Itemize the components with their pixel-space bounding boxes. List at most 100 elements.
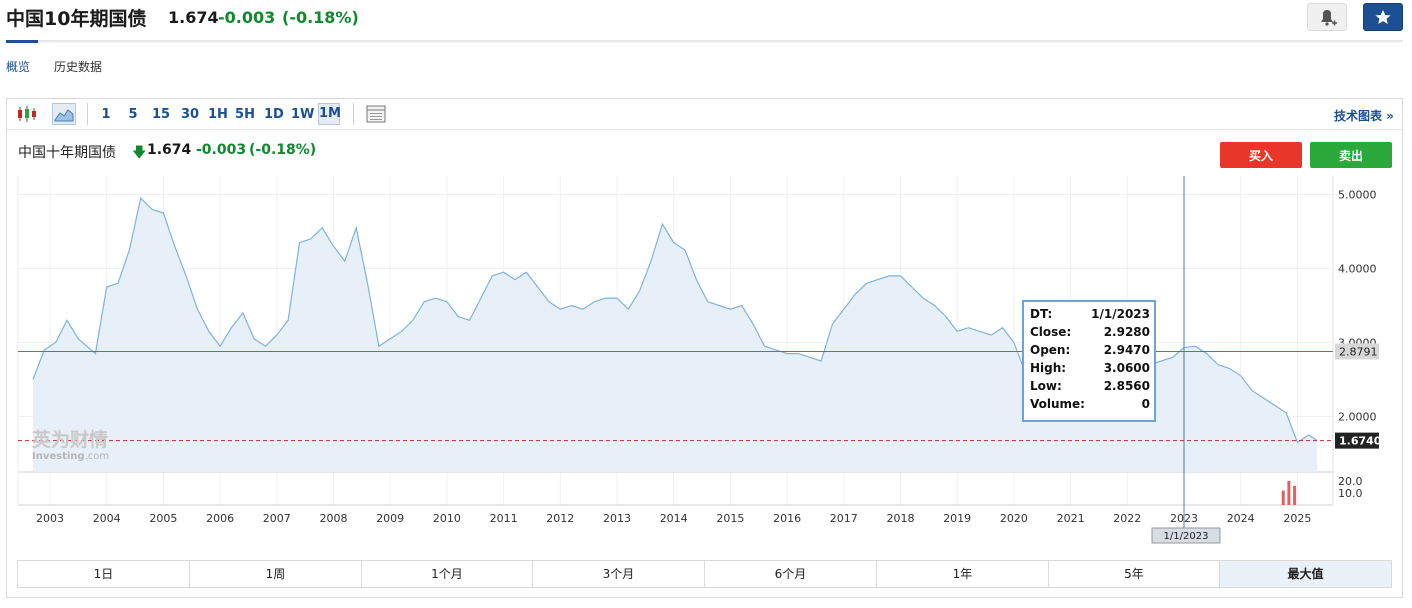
tooltip-key: Open: bbox=[1030, 343, 1071, 357]
volume-bar bbox=[1281, 490, 1285, 505]
tooltip-value: 0 bbox=[1141, 397, 1150, 411]
x-tick-label: 2005 bbox=[149, 512, 177, 525]
y-tick-label: 4.0000 bbox=[1338, 263, 1377, 276]
x-tick-label: 2018 bbox=[887, 512, 915, 525]
investing-watermark: 英为财情 Investing.com bbox=[32, 428, 109, 462]
x-tick-label: 2008 bbox=[320, 512, 348, 525]
area-chart-button[interactable] bbox=[52, 103, 76, 125]
watermark-cn: 英为财情 bbox=[32, 428, 108, 451]
tooltip-row: Open: 2.9470 bbox=[1030, 343, 1150, 361]
interval-1w[interactable]: 1W bbox=[291, 107, 315, 122]
interval-30[interactable]: 30 bbox=[180, 107, 200, 122]
x-tick-label: 2013 bbox=[603, 512, 631, 525]
tooltip-key: Close: bbox=[1030, 325, 1072, 339]
x-tick-label: 2014 bbox=[660, 512, 688, 525]
interval-5[interactable]: 5 bbox=[128, 107, 138, 122]
header-change: -0.003 bbox=[218, 8, 276, 27]
page-title: 中国10年期国债 bbox=[6, 8, 147, 30]
tooltip-value: 2.9280 bbox=[1103, 325, 1150, 339]
table-icon[interactable] bbox=[365, 104, 387, 124]
x-tick-label: 2022 bbox=[1113, 512, 1141, 525]
x-tick-label: 2021 bbox=[1057, 512, 1085, 525]
ohlc-tooltip: DT: 1/1/2023 Close: 2.9280 Open: 2.9470 Hig… bbox=[1022, 300, 1156, 422]
range-5y[interactable]: 5年 bbox=[1049, 561, 1220, 587]
interval-1m[interactable]: 1M bbox=[318, 103, 341, 125]
range-3m[interactable]: 3个月 bbox=[533, 561, 705, 587]
x-tick-label: 2009 bbox=[376, 512, 404, 525]
crosshair-y-label: 2.8791 bbox=[1339, 345, 1378, 358]
volume-bars bbox=[1281, 481, 1297, 505]
sell-button[interactable]: 卖出 bbox=[1310, 142, 1392, 168]
x-tick-label: 2015 bbox=[716, 512, 744, 525]
price-area bbox=[33, 198, 1318, 472]
watermark-en: Investing.com bbox=[32, 451, 109, 462]
tooltip-key: High: bbox=[1030, 361, 1067, 375]
interval-1d[interactable]: 1D bbox=[264, 107, 284, 122]
crosshair-x-tag bbox=[1151, 527, 1221, 544]
x-tick-label: 2016 bbox=[773, 512, 801, 525]
header-change-pct: (-0.18%) bbox=[282, 8, 359, 27]
header-price: 1.674 bbox=[168, 8, 219, 27]
volume-tick-label: 10.0 bbox=[1338, 487, 1363, 500]
x-tick-label: 2004 bbox=[93, 512, 121, 525]
candlestick-icon[interactable] bbox=[16, 104, 38, 124]
time-range-selector: 1日 1周 1个月 3个月 6个月 1年 5年 最大值 bbox=[17, 560, 1392, 588]
header-divider bbox=[6, 40, 1403, 43]
toolbar-divider bbox=[7, 129, 1402, 130]
x-tick-label: 2012 bbox=[546, 512, 574, 525]
interval-1[interactable]: 1 bbox=[101, 107, 111, 122]
tooltip-value: 3.0600 bbox=[1103, 361, 1150, 375]
star-icon bbox=[1375, 10, 1391, 24]
x-tick-label: 2017 bbox=[830, 512, 858, 525]
range-1y[interactable]: 1年 bbox=[877, 561, 1049, 587]
range-1w[interactable]: 1周 bbox=[190, 561, 362, 587]
advanced-chart-link[interactable]: 技术图表 » bbox=[1334, 109, 1394, 123]
interval-5h[interactable]: 5H bbox=[235, 107, 255, 122]
tooltip-row: High: 3.0600 bbox=[1030, 361, 1150, 379]
instrument-change: -0.003 bbox=[196, 142, 247, 158]
watermark-en-name: Investing bbox=[32, 451, 85, 462]
x-tick-label: 2024 bbox=[1227, 512, 1255, 525]
tooltip-value: 2.9470 bbox=[1103, 343, 1150, 357]
y-tick-label: 2.0000 bbox=[1338, 411, 1377, 424]
interval-1h[interactable]: 1H bbox=[208, 107, 228, 122]
x-tick-label: 2019 bbox=[943, 512, 971, 525]
x-tick-label: 2007 bbox=[263, 512, 291, 525]
instrument-price: 1.674 bbox=[147, 142, 192, 158]
range-1d[interactable]: 1日 bbox=[18, 561, 190, 587]
last-price-tag bbox=[1335, 432, 1379, 449]
volume-bar bbox=[1287, 481, 1291, 505]
x-tick-label: 2011 bbox=[490, 512, 518, 525]
tab-history[interactable]: 历史数据 bbox=[54, 60, 103, 74]
buy-button[interactable]: 买入 bbox=[1220, 142, 1302, 168]
volume-bar bbox=[1293, 485, 1297, 505]
y-tick-label: 5.0000 bbox=[1338, 189, 1377, 202]
last-price-label: 1.6740 bbox=[1339, 435, 1382, 448]
tooltip-key: Low: bbox=[1030, 379, 1062, 393]
tab-overview[interactable]: 概览 bbox=[6, 60, 31, 74]
toolbar-separator bbox=[353, 103, 354, 125]
instrument-change-pct: (-0.18%) bbox=[249, 142, 317, 158]
tooltip-key: Volume: bbox=[1030, 397, 1085, 411]
range-1m[interactable]: 1个月 bbox=[362, 561, 533, 587]
down-arrow-icon: 🡇 bbox=[132, 145, 147, 161]
tooltip-row: DT: 1/1/2023 bbox=[1030, 307, 1150, 325]
tooltip-key: DT: bbox=[1030, 307, 1053, 321]
quote-header: 中国10年期国债 1.674 -0.003 (-0.18%) bbox=[0, 0, 1412, 40]
area-chart-icon bbox=[54, 109, 74, 122]
range-max[interactable]: 最大值 bbox=[1220, 561, 1391, 587]
add-watchlist-button[interactable] bbox=[1363, 3, 1403, 31]
tooltip-row: Low: 2.8560 bbox=[1030, 379, 1150, 397]
x-tick-label: 2025 bbox=[1283, 512, 1311, 525]
x-tick-label: 2003 bbox=[36, 512, 64, 525]
tooltip-row: Volume: 0 bbox=[1030, 397, 1150, 415]
crosshair-y-tag bbox=[1335, 343, 1379, 360]
watermark-en-suffix: .com bbox=[85, 451, 110, 462]
x-tick-label: 2020 bbox=[1000, 512, 1028, 525]
range-6m[interactable]: 6个月 bbox=[705, 561, 877, 587]
header-divider-accent bbox=[6, 40, 38, 43]
interval-15[interactable]: 15 bbox=[151, 107, 171, 122]
add-alert-button[interactable] bbox=[1307, 3, 1347, 31]
